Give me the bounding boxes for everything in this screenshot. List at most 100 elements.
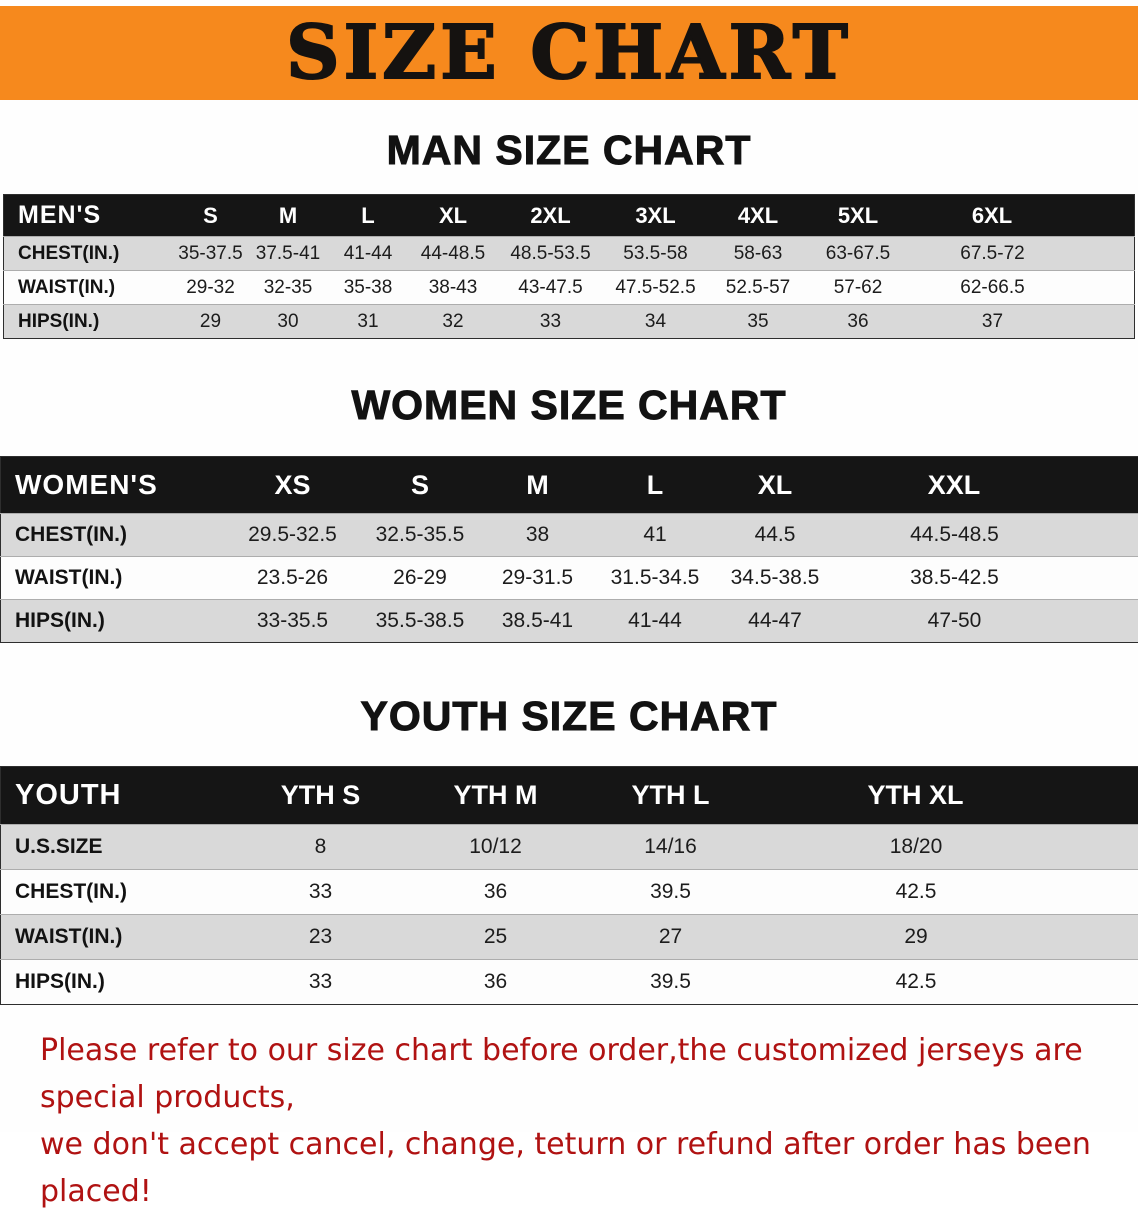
size-value: 29 bbox=[173, 305, 248, 339]
size-value: 26-29 bbox=[360, 557, 480, 600]
size-column-header: 3XL bbox=[603, 195, 708, 237]
size-value: 39.5 bbox=[583, 960, 758, 1005]
size-value: 47.5-52.5 bbox=[603, 271, 708, 305]
banner-title: SIZE CHART bbox=[286, 16, 852, 90]
size-value: 52.5-57 bbox=[708, 271, 808, 305]
size-value: 29.5-32.5 bbox=[225, 514, 360, 557]
size-value: 48.5-53.5 bbox=[498, 237, 603, 271]
size-value: 34.5-38.5 bbox=[715, 557, 835, 600]
size-column-header: XL bbox=[715, 457, 835, 514]
size-value: 44.5 bbox=[715, 514, 835, 557]
size-value: 44.5-48.5 bbox=[835, 514, 1138, 557]
size-value: 33-35.5 bbox=[225, 600, 360, 643]
row-label: HIPS(IN.) bbox=[4, 305, 174, 339]
size-value: 23 bbox=[233, 915, 408, 960]
size-value: 29 bbox=[758, 915, 1138, 960]
size-value: 14/16 bbox=[583, 825, 758, 870]
row-label: HIPS(IN.) bbox=[1, 600, 226, 643]
size-value: 44-47 bbox=[715, 600, 835, 643]
women-table-title: WOMEN'S bbox=[1, 457, 226, 514]
size-value: 36 bbox=[808, 305, 908, 339]
row-label: HIPS(IN.) bbox=[1, 960, 234, 1005]
size-value: 29-31.5 bbox=[480, 557, 595, 600]
size-column-header: 6XL bbox=[908, 195, 1135, 237]
size-column-header: YTH XL bbox=[758, 767, 1138, 825]
size-value: 35.5-38.5 bbox=[360, 600, 480, 643]
size-value: 35 bbox=[708, 305, 808, 339]
size-column-header: 4XL bbox=[708, 195, 808, 237]
size-value: 36 bbox=[408, 960, 583, 1005]
men-chart-heading: MAN SIZE CHART bbox=[0, 127, 1138, 174]
size-value: 57-62 bbox=[808, 271, 908, 305]
size-value: 29-32 bbox=[173, 271, 248, 305]
size-value: 47-50 bbox=[835, 600, 1138, 643]
row-label: CHEST(IN.) bbox=[1, 870, 234, 915]
size-column-header: YTH L bbox=[583, 767, 758, 825]
men-table-title: MEN'S bbox=[4, 195, 174, 237]
size-value: 32-35 bbox=[248, 271, 328, 305]
size-value: 33 bbox=[233, 960, 408, 1005]
size-value: 31 bbox=[328, 305, 408, 339]
row-label: CHEST(IN.) bbox=[1, 514, 226, 557]
size-column-header: S bbox=[360, 457, 480, 514]
row-label: WAIST(IN.) bbox=[4, 271, 174, 305]
size-value: 43-47.5 bbox=[498, 271, 603, 305]
size-column-header: S bbox=[173, 195, 248, 237]
disclaimer-line-1: Please refer to our size chart before or… bbox=[40, 1027, 1138, 1121]
youth-table-title: YOUTH bbox=[1, 767, 234, 825]
size-value: 31.5-34.5 bbox=[595, 557, 715, 600]
size-value: 27 bbox=[583, 915, 758, 960]
size-column-header: YTH M bbox=[408, 767, 583, 825]
size-value: 37.5-41 bbox=[248, 237, 328, 271]
size-value: 35-38 bbox=[328, 271, 408, 305]
size-column-header: XXL bbox=[835, 457, 1138, 514]
size-value: 30 bbox=[248, 305, 328, 339]
size-value: 41-44 bbox=[595, 600, 715, 643]
size-value: 41-44 bbox=[328, 237, 408, 271]
size-value: 38.5-41 bbox=[480, 600, 595, 643]
row-label: WAIST(IN.) bbox=[1, 557, 226, 600]
row-label: CHEST(IN.) bbox=[4, 237, 174, 271]
size-value: 37 bbox=[908, 305, 1135, 339]
size-value: 35-37.5 bbox=[173, 237, 248, 271]
size-column-header: L bbox=[595, 457, 715, 514]
size-value: 67.5-72 bbox=[908, 237, 1135, 271]
size-value: 38 bbox=[480, 514, 595, 557]
size-column-header: L bbox=[328, 195, 408, 237]
size-value: 62-66.5 bbox=[908, 271, 1135, 305]
size-column-header: 2XL bbox=[498, 195, 603, 237]
youth-chart-heading: YOUTH SIZE CHART bbox=[0, 693, 1138, 740]
size-value: 42.5 bbox=[758, 870, 1138, 915]
size-chart-banner: SIZE CHART bbox=[0, 6, 1138, 100]
size-value: 39.5 bbox=[583, 870, 758, 915]
row-label: U.S.SIZE bbox=[1, 825, 234, 870]
size-value: 10/12 bbox=[408, 825, 583, 870]
row-label: WAIST(IN.) bbox=[1, 915, 234, 960]
size-value: 58-63 bbox=[708, 237, 808, 271]
size-value: 25 bbox=[408, 915, 583, 960]
women-chart-heading: WOMEN SIZE CHART bbox=[0, 382, 1138, 429]
size-column-header: 5XL bbox=[808, 195, 908, 237]
size-column-header: M bbox=[248, 195, 328, 237]
size-value: 63-67.5 bbox=[808, 237, 908, 271]
